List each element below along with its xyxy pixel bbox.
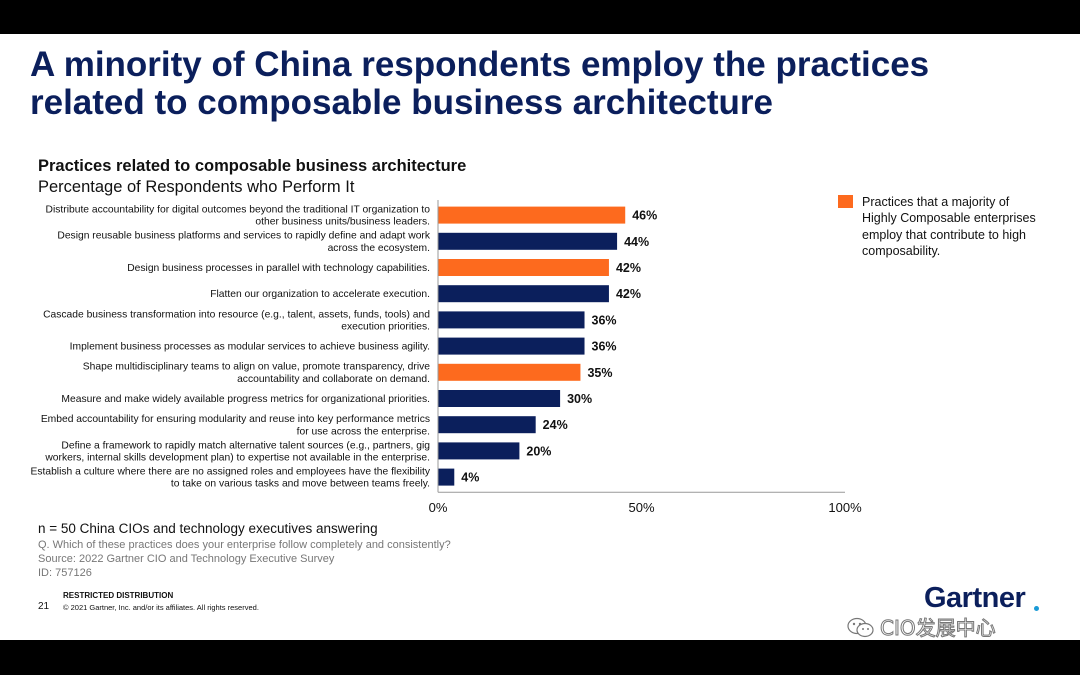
gartner-logo: Gartner <box>924 582 1026 614</box>
category-label: Embed accountability for ensuring modula… <box>41 414 430 437</box>
bar-value-label: 44% <box>624 235 649 249</box>
watermark-text: CIO发展中心 <box>880 616 997 641</box>
x-tick-label: 0% <box>429 500 448 515</box>
bar <box>438 206 626 224</box>
bar-value-label: 35% <box>587 366 612 380</box>
bar-value-label: 42% <box>616 287 641 301</box>
category-label: Cascade business transformation into res… <box>43 309 430 332</box>
bar-value-label: 20% <box>526 444 551 458</box>
legend-swatch <box>838 195 853 208</box>
question-note: Q. Which of these practices does your en… <box>38 539 451 551</box>
bar-value-label: 4% <box>461 471 479 485</box>
category-label: Implement business processes as modular … <box>70 342 430 353</box>
x-tick-label: 100% <box>828 500 862 515</box>
bar <box>438 442 520 460</box>
bar <box>438 232 618 250</box>
x-tick-label: 50% <box>628 500 654 515</box>
slide: A minority of China respondents employ t… <box>0 34 1080 640</box>
category-label: Design reusable business platforms and s… <box>57 231 430 254</box>
legend-text: Practices that a majority of Highly Comp… <box>862 195 1036 258</box>
bar <box>438 363 581 381</box>
source-note: Source: 2022 Gartner CIO and Technology … <box>38 553 335 565</box>
bar-value-label: 36% <box>592 340 617 354</box>
wechat-icon <box>847 617 874 638</box>
bar <box>438 259 609 276</box>
category-label: Flatten our organization to accelerate e… <box>210 289 430 300</box>
bar-value-label: 46% <box>632 209 657 223</box>
bar <box>438 468 455 486</box>
chart-title: Practices related to composable business… <box>38 157 467 175</box>
bar <box>438 285 609 303</box>
bar-value-label: 30% <box>567 392 592 406</box>
category-label: Define a framework to rapidly match alte… <box>44 440 430 463</box>
copyright: © 2021 Gartner, Inc. and/or its affiliat… <box>63 603 259 612</box>
bar <box>438 390 561 407</box>
bar-chart: 46% Distribute accountability for digital… <box>30 200 862 515</box>
restricted-label: RESTRICTED DISTRIBUTION <box>63 591 174 600</box>
bar-value-label: 36% <box>592 313 617 327</box>
category-label: Shape multidisciplinary teams to align o… <box>83 362 430 385</box>
page-number: 21 <box>38 601 50 612</box>
bar-value-label: 42% <box>616 261 641 275</box>
category-label: Establish a culture where there are no a… <box>30 467 430 490</box>
chart-subtitle: Percentage of Respondents who Perform It <box>38 178 355 196</box>
bar <box>438 416 536 434</box>
sample-size-note: n = 50 China CIOs and technology executi… <box>38 521 378 536</box>
bar <box>438 337 585 355</box>
category-label: Measure and make widely available progre… <box>61 394 430 405</box>
slide-title: A minority of China respondents employ t… <box>30 45 930 122</box>
bar-value-label: 24% <box>543 418 568 432</box>
bar <box>438 311 585 329</box>
watermark: CIO发展中心 <box>846 616 996 640</box>
logo-dot <box>1034 606 1039 611</box>
id-note: ID: 757126 <box>38 567 92 579</box>
category-label: Distribute accountability for digital ou… <box>46 205 431 228</box>
category-label: Design business processes in parallel wi… <box>127 263 430 274</box>
